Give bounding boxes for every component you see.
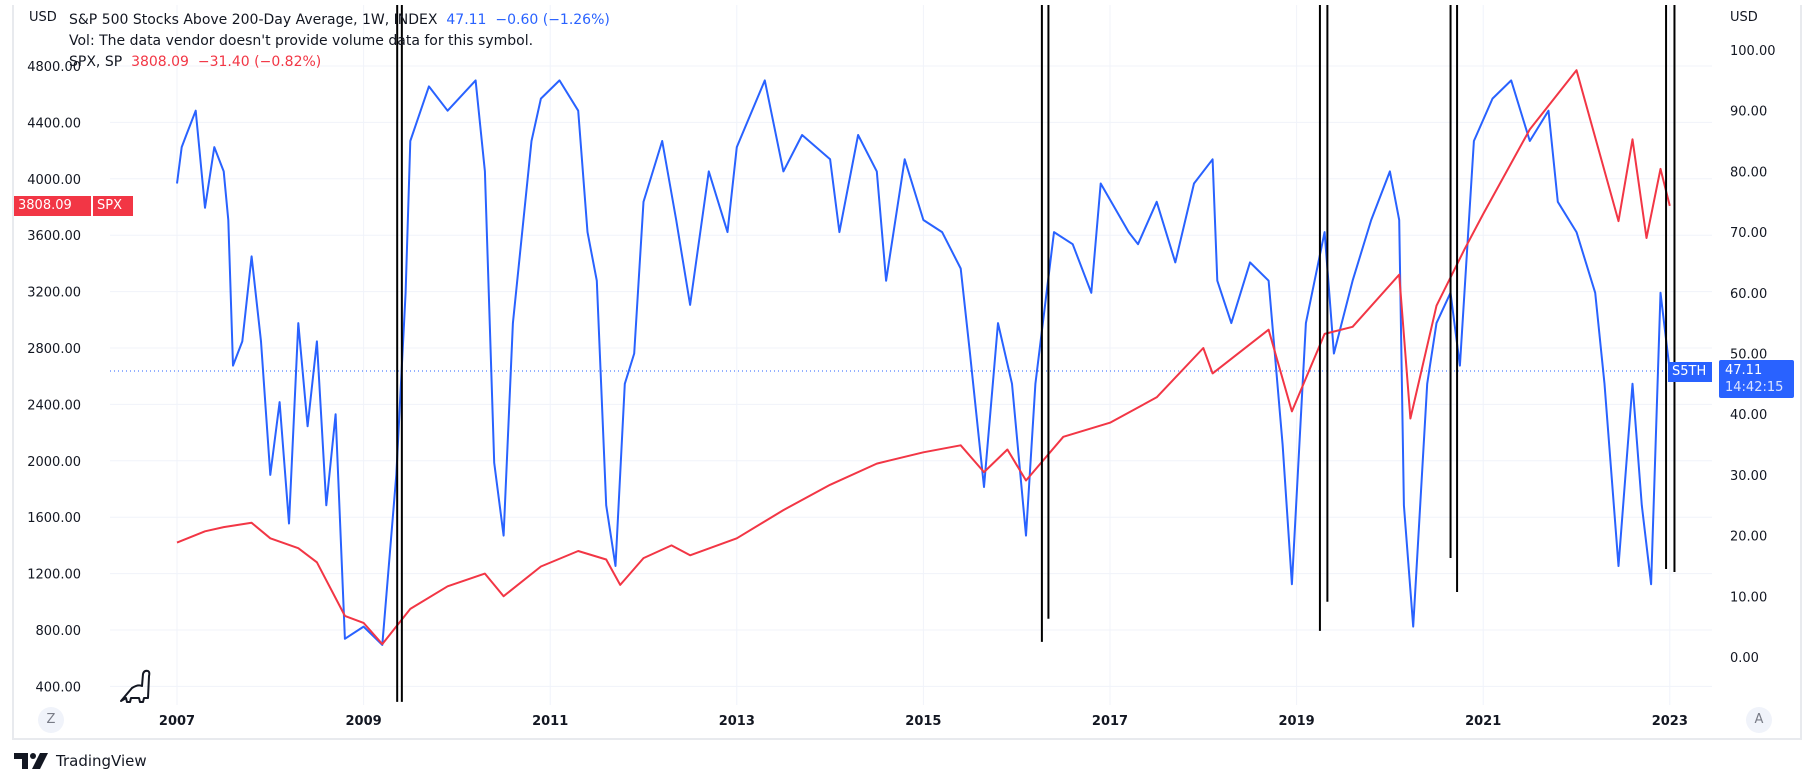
left-axis-tick: 2400.00	[27, 398, 81, 413]
left-axis-tick: 4400.00	[27, 116, 81, 131]
x-axis-tick: 2007	[159, 714, 195, 729]
left-axis-tick: 4000.00	[27, 173, 81, 188]
legend-s5th-change: −0.60 (−1.26%)	[495, 12, 610, 28]
legend-spx-change: −31.40 (−0.82%)	[197, 54, 322, 70]
spx-ticker-label: SPX	[93, 196, 133, 216]
right-axis-tick: 40.00	[1730, 408, 1767, 423]
right-axis-tick: 80.00	[1730, 165, 1767, 180]
right-axis-tick: 100.00	[1730, 44, 1776, 59]
left-axis-tick: 4800.00	[27, 60, 81, 75]
s5th-ticker-label: S5TH	[1668, 362, 1712, 382]
right-axis-tick: 50.00	[1730, 348, 1767, 363]
x-axis-tick: 2019	[1279, 714, 1315, 729]
right-axis-currency: USD	[1730, 10, 1758, 25]
series-line-s5th	[176, 79, 1671, 646]
legend-spx-name: SPX, SP	[69, 54, 123, 70]
s5th-value: 47.11	[1725, 363, 1763, 378]
right-axis-tick: 70.00	[1730, 226, 1767, 241]
legend-s5th-value: 47.11	[446, 12, 487, 28]
auto-scale-button[interactable]: A	[1746, 707, 1772, 733]
left-axis-tick: 3200.00	[27, 286, 81, 301]
left-axis-tick: 2000.00	[27, 455, 81, 470]
left-axis-tick: 1200.00	[27, 568, 81, 583]
right-axis-tick: 10.00	[1730, 590, 1767, 605]
x-axis-tick: 2013	[719, 714, 755, 729]
x-axis-tick: 2017	[1092, 714, 1128, 729]
left-axis-tick: 800.00	[36, 624, 82, 639]
left-axis-tick: 1600.00	[27, 511, 81, 526]
legend-s5th[interactable]: S&P 500 Stocks Above 200-Day Average, 1W…	[69, 12, 610, 28]
x-axis-tick: 2009	[346, 714, 382, 729]
brand-name: TradingView	[56, 752, 147, 770]
left-axis-currency: USD	[29, 10, 57, 25]
bar-countdown: 14:42:15	[1725, 380, 1784, 395]
series-line-spx	[176, 69, 1671, 646]
left-axis-tick: 2800.00	[27, 342, 81, 357]
x-axis-tick: 2015	[905, 714, 941, 729]
right-axis-tick: 0.00	[1730, 651, 1759, 666]
legend-s5th-name: S&P 500 Stocks Above 200-Day Average, 1W…	[69, 12, 438, 28]
legend-volume: Vol: The data vendor doesn't provide vol…	[69, 33, 534, 49]
zoom-reset-button[interactable]: Z	[38, 707, 64, 733]
x-axis-tick: 2023	[1652, 714, 1688, 729]
spx-price-label: 3808.09	[14, 196, 91, 216]
left-axis-tick: 400.00	[36, 680, 82, 695]
right-axis-tick: 90.00	[1730, 105, 1767, 120]
right-axis-tick: 30.00	[1730, 469, 1767, 484]
left-axis-tick: 3600.00	[27, 229, 81, 244]
x-axis-tick: 2021	[1465, 714, 1501, 729]
right-axis-tick: 60.00	[1730, 287, 1767, 302]
tradingview-logo-icon	[14, 753, 48, 769]
chart-frame	[12, 5, 1802, 740]
dinosaur-icon[interactable]	[118, 668, 154, 704]
tradingview-logo[interactable]: TradingView	[14, 752, 147, 770]
x-axis-tick: 2011	[532, 714, 568, 729]
legend-spx[interactable]: SPX, SP 3808.09 −31.40 (−0.82%)	[69, 54, 321, 70]
s5th-price-label: 47.11 14:42:15	[1719, 360, 1794, 398]
right-axis-tick: 20.00	[1730, 530, 1767, 545]
legend-spx-value: 3808.09	[131, 54, 189, 70]
